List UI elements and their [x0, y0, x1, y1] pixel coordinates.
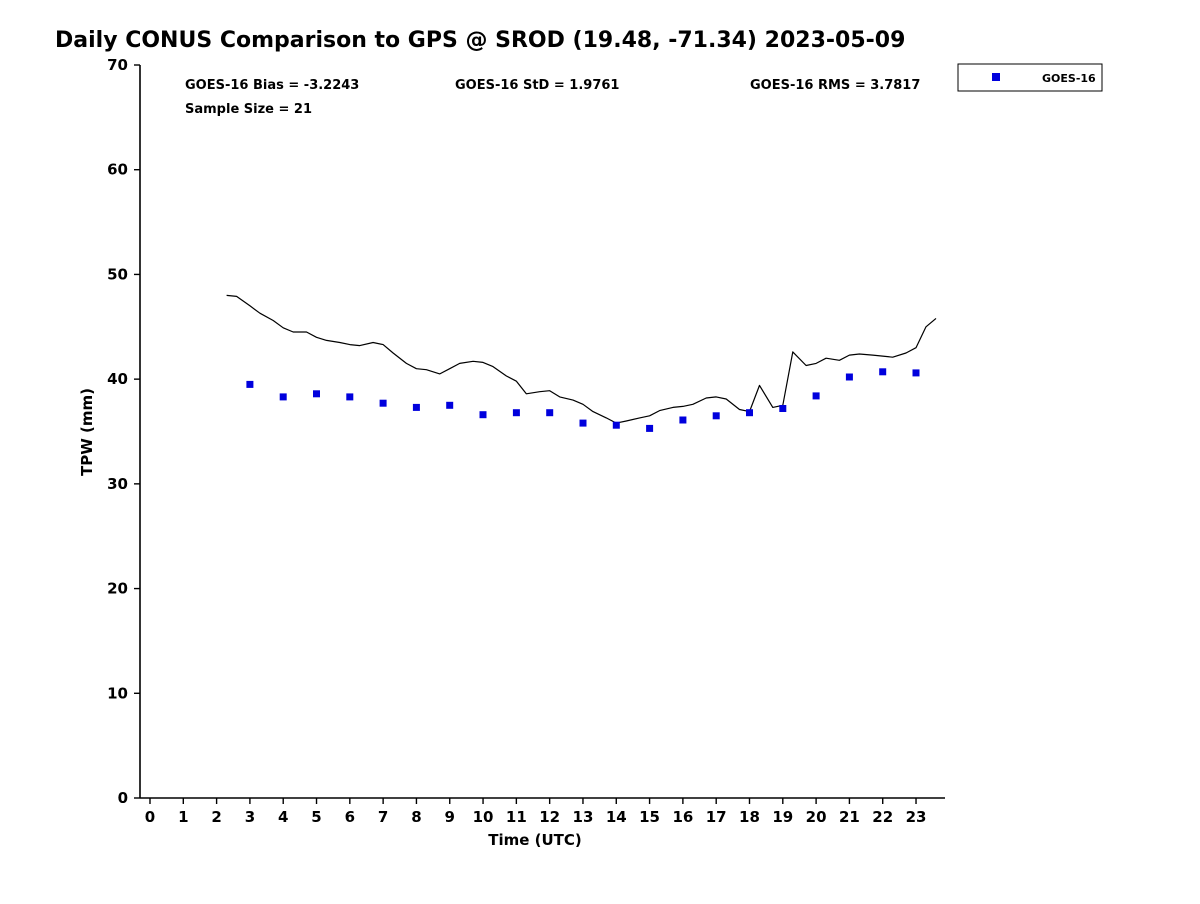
x-tick-label: 10: [473, 808, 494, 826]
x-tick-label: 5: [311, 808, 321, 826]
x-tick-label: 19: [772, 808, 793, 826]
legend-label: GOES-16: [1042, 72, 1096, 85]
scatter-marker-goes-16: [912, 369, 920, 377]
scatter-marker-goes-16: [746, 409, 753, 417]
y-tick-label: 0: [118, 789, 128, 807]
scatter-marker-goes-16: [313, 390, 320, 398]
scatter-marker-goes-16: [679, 416, 687, 424]
scatter-marker-goes-16: [479, 411, 487, 419]
x-tick-label: 9: [445, 808, 455, 826]
x-axis-label: Time (UTC): [488, 831, 582, 849]
x-tick-label: 16: [672, 808, 693, 826]
x-tick-label: 14: [606, 808, 627, 826]
scatter-marker-goes-16: [879, 368, 887, 376]
scatter-marker-goes-16: [279, 393, 287, 401]
y-tick-label: 40: [107, 370, 128, 388]
x-tick-label: 12: [539, 808, 560, 826]
x-tick-label: 20: [806, 808, 827, 826]
y-tick-label: 50: [107, 265, 128, 283]
y-tick-label: 60: [107, 161, 128, 179]
x-tick-label: 8: [411, 808, 421, 826]
x-tick-label: 7: [378, 808, 388, 826]
scatter-marker-goes-16: [812, 392, 820, 400]
x-tick-label: 11: [506, 808, 527, 826]
axes-layer: 0 1 2 3 4 5 6 7 8 9 10 11 12 13 14 15 16 17 18 19 20 21 22 2301…: [107, 56, 945, 826]
x-tick-label: 22: [872, 808, 893, 826]
legend: GOES-16: [957, 63, 1103, 92]
chart-title: Daily CONUS Comparison to GPS @ SROD (19…: [55, 28, 905, 53]
scatter-marker-goes-16: [446, 401, 454, 409]
y-axis-label: TPW (mm): [78, 388, 96, 476]
stat-bias: GOES-16 Bias = -3.2243: [185, 78, 359, 93]
scatter-marker-goes-16: [779, 405, 787, 412]
x-tick-label: 13: [573, 808, 594, 826]
x-tick-label: 0: [145, 808, 155, 826]
scatter-marker-goes-16: [646, 424, 654, 432]
line-series-gps: [226, 294, 937, 424]
x-tick-label: 18: [739, 808, 760, 826]
series-layer: [226, 294, 937, 432]
x-tick-label: 6: [345, 808, 355, 826]
stat-sample-size: Sample Size = 21: [185, 102, 312, 117]
y-tick-label: 20: [107, 580, 128, 598]
x-tick-label: 23: [906, 808, 927, 826]
scatter-marker-goes-16: [412, 403, 420, 411]
x-tick-label: 1: [178, 808, 188, 826]
y-tick-label: 10: [107, 684, 128, 702]
scatter-marker-goes-16: [246, 380, 254, 388]
x-tick-label: 17: [706, 808, 727, 826]
scatter-marker-goes-16: [712, 412, 720, 420]
x-tick-label: 4: [278, 808, 288, 826]
stat-std: GOES-16 StD = 1.9761: [455, 78, 619, 93]
scatter-marker-goes-16: [379, 399, 387, 407]
scatter-marker-goes-16: [845, 373, 853, 381]
scatter-marker-goes-16: [546, 409, 554, 417]
y-tick-label: 30: [107, 475, 128, 493]
x-tick-label: 15: [639, 808, 660, 826]
x-tick-label: 2: [211, 808, 221, 826]
scatter-marker-goes-16: [579, 419, 587, 427]
legend-marker-icon: [992, 73, 1000, 81]
x-tick-label: 21: [839, 808, 860, 826]
x-tick-label: 3: [245, 808, 255, 826]
scatter-marker-goes-16: [612, 421, 620, 429]
y-tick-label: 70: [107, 56, 128, 74]
scatter-marker-goes-16: [346, 393, 354, 401]
legend-box: [957, 63, 1103, 92]
stat-rms: GOES-16 RMS = 3.7817: [750, 78, 920, 93]
scatter-marker-goes-16: [512, 409, 520, 417]
